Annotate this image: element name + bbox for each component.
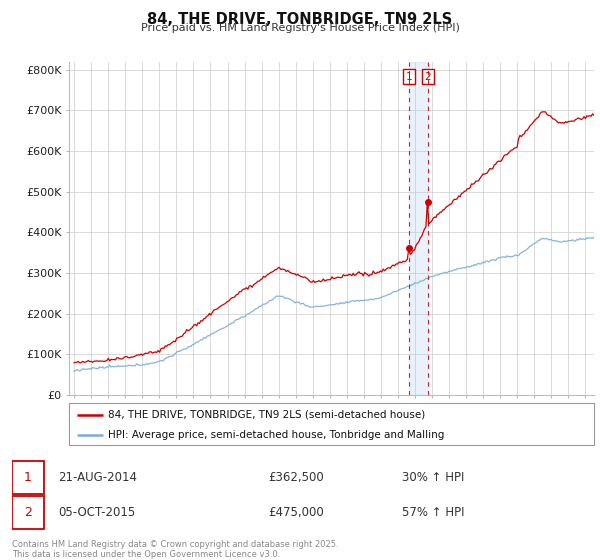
Text: 2: 2 [24,506,32,519]
Text: £475,000: £475,000 [268,506,324,519]
Text: 30% ↑ HPI: 30% ↑ HPI [402,471,464,484]
Text: Contains HM Land Registry data © Crown copyright and database right 2025.
This d: Contains HM Land Registry data © Crown c… [12,540,338,559]
FancyBboxPatch shape [12,461,44,494]
Bar [409,62,428,395]
Text: £362,500: £362,500 [268,471,324,484]
Text: 1: 1 [24,471,32,484]
Text: Price paid vs. HM Land Registry's House Price Index (HPI): Price paid vs. HM Land Registry's House … [140,23,460,33]
Text: 57% ↑ HPI: 57% ↑ HPI [402,506,464,519]
FancyBboxPatch shape [69,403,594,445]
FancyBboxPatch shape [12,496,44,529]
Text: 1: 1 [406,72,412,82]
Text: 21-AUG-2014: 21-AUG-2014 [59,471,137,484]
Text: HPI: Average price, semi-detached house, Tonbridge and Malling: HPI: Average price, semi-detached house,… [109,430,445,440]
Text: 05-OCT-2015: 05-OCT-2015 [59,506,136,519]
Text: 2: 2 [425,72,431,82]
Text: 84, THE DRIVE, TONBRIDGE, TN9 2LS (semi-detached house): 84, THE DRIVE, TONBRIDGE, TN9 2LS (semi-… [109,410,425,420]
Text: 84, THE DRIVE, TONBRIDGE, TN9 2LS: 84, THE DRIVE, TONBRIDGE, TN9 2LS [148,12,452,27]
